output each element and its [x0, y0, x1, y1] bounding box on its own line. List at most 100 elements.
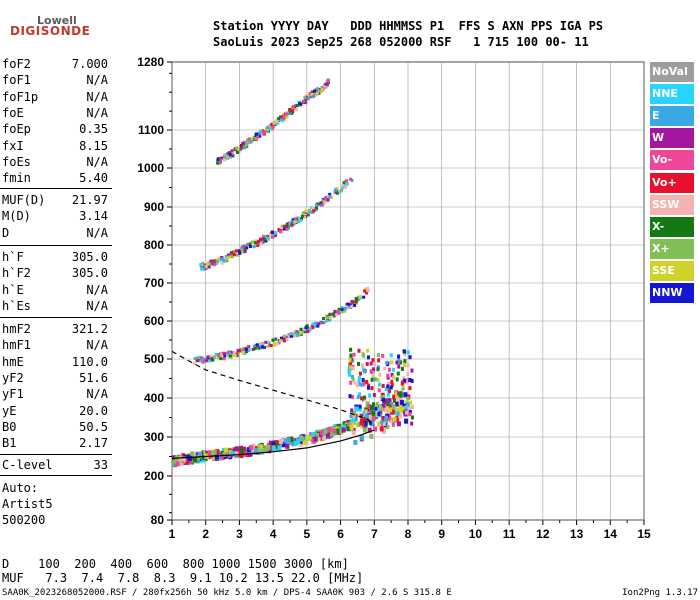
echo-point: [308, 327, 312, 331]
echo-point: [406, 372, 410, 377]
echo-point: [258, 341, 262, 345]
echo-point: [272, 343, 276, 347]
echo-point: [302, 436, 307, 442]
echo-point: [254, 239, 258, 243]
echo-point: [335, 186, 339, 190]
echo-point: [284, 438, 289, 444]
echo-point: [267, 448, 272, 454]
echo-point: [367, 385, 371, 390]
echo-point: [361, 378, 365, 383]
echo-point: [406, 378, 410, 383]
echo-point: [349, 347, 353, 352]
echo-point: [305, 324, 309, 328]
echo-point: [349, 362, 353, 367]
echo-point: [313, 89, 317, 93]
echo-point: [294, 440, 299, 446]
echo-point: [302, 330, 306, 334]
echo-point: [351, 427, 356, 433]
echo-point: [390, 382, 394, 387]
legend-item: NNW: [650, 283, 694, 303]
legend-item: Vo-: [650, 150, 694, 171]
echo-point: [316, 86, 320, 90]
echo-point: [326, 316, 330, 320]
echo-point: [387, 389, 391, 394]
echo-point: [348, 372, 352, 377]
echo-point: [330, 431, 335, 437]
echo-point: [302, 215, 306, 219]
echo-point: [315, 432, 320, 438]
echo-point: [220, 352, 224, 356]
echo-point: [214, 352, 218, 356]
echo-point: [259, 444, 264, 450]
echo-point: [387, 399, 392, 405]
echo-point: [317, 322, 321, 326]
param-value: 5.40: [79, 171, 108, 186]
echo-point: [387, 367, 391, 372]
param-name: h`E: [2, 282, 24, 297]
echo-point: [366, 414, 370, 419]
separator: [0, 454, 112, 455]
echo-point: [404, 410, 408, 415]
echo-point: [224, 258, 228, 262]
echo-point: [372, 392, 376, 397]
echo-point: [323, 84, 327, 88]
param-name: foEp: [2, 122, 31, 137]
echo-point: [344, 184, 348, 188]
echo-point: [381, 353, 385, 358]
echo-point: [381, 428, 386, 434]
y-tick-label: 1280: [137, 55, 164, 69]
echo-point: [243, 351, 247, 355]
echo-point: [385, 403, 390, 409]
echo-point: [220, 156, 224, 160]
echo-point: [278, 339, 282, 343]
auto-info-line: 500200: [2, 513, 46, 527]
echo-point: [277, 445, 282, 451]
param-value: N/A: [86, 298, 108, 313]
echo-point: [336, 309, 340, 313]
echo-point: [295, 104, 299, 108]
param-value: 33: [93, 458, 108, 472]
echo-point: [279, 336, 283, 340]
echo-point: [324, 85, 328, 89]
echo-point: [249, 445, 254, 451]
echo-point: [271, 125, 275, 129]
echo-point: [311, 326, 315, 330]
echo-point: [263, 237, 267, 241]
param-row: D N/A: [2, 226, 108, 242]
param-name: h`Es: [2, 298, 31, 313]
echo-point: [228, 152, 232, 156]
echo-point: [390, 372, 394, 377]
param-value: N/A: [86, 105, 108, 120]
echo-point: [357, 375, 361, 380]
echo-point: [349, 380, 353, 385]
echo-point: [311, 431, 316, 437]
echo-point: [335, 428, 340, 434]
echo-point: [357, 379, 361, 384]
echo-point: [240, 347, 244, 351]
echo-point: [280, 119, 284, 123]
echo-point: [350, 408, 354, 413]
echo-point: [369, 433, 374, 439]
param-name: yF2: [2, 370, 24, 385]
echo-point: [243, 143, 247, 147]
echo-point: [328, 192, 332, 196]
echo-point: [224, 447, 229, 453]
echo-point: [210, 262, 214, 266]
echo-point: [351, 430, 356, 436]
echo-point: [363, 420, 368, 426]
echo-point: [308, 91, 312, 95]
echo-point: [396, 371, 400, 376]
echo-point: [316, 324, 320, 328]
echo-point: [400, 381, 404, 386]
echo-point: [396, 397, 400, 402]
echo-point: [332, 428, 337, 434]
separator: [0, 188, 112, 189]
echo-point: [230, 151, 234, 155]
echo-point: [318, 435, 323, 441]
echo-point: [403, 352, 407, 357]
echo-point: [223, 354, 227, 358]
logo-main: DIGISONDE: [10, 24, 91, 38]
echo-point: [281, 336, 285, 340]
param-name: foEs: [2, 154, 31, 169]
echo-point: [342, 421, 347, 427]
